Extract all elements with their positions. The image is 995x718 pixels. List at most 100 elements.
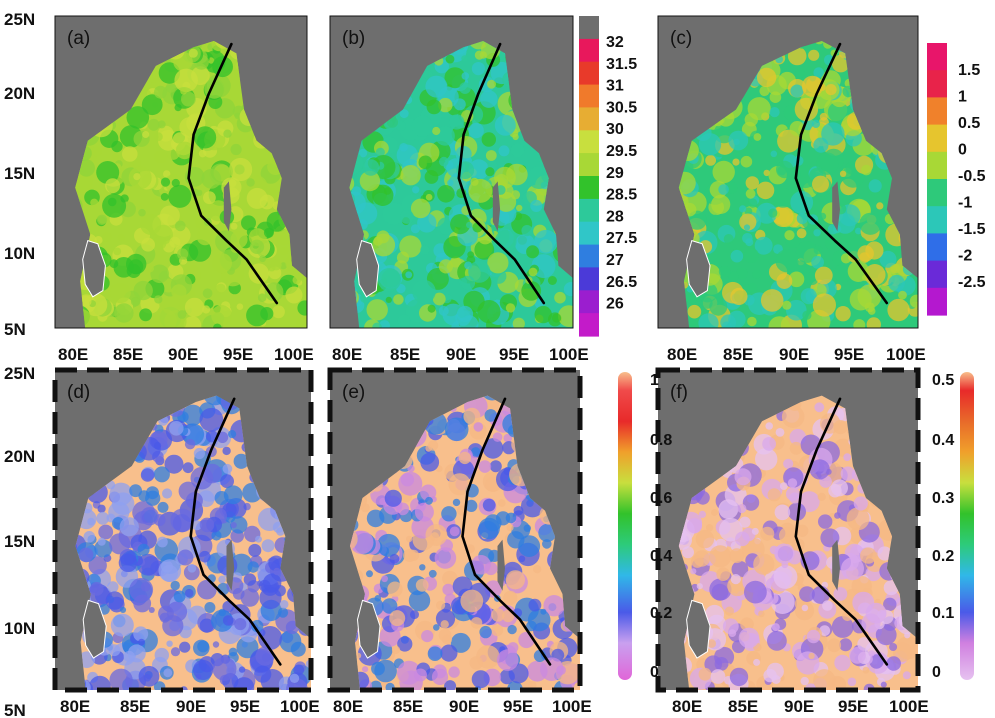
field-blob bbox=[481, 132, 496, 147]
field-blob bbox=[734, 468, 752, 486]
field-blob bbox=[114, 303, 134, 323]
colorbar-label: 27 bbox=[606, 252, 624, 269]
field-blob bbox=[809, 42, 816, 50]
field-blob bbox=[896, 636, 918, 660]
field-blob bbox=[160, 193, 169, 201]
field-blob bbox=[756, 67, 777, 88]
field-blob bbox=[801, 604, 809, 612]
colorbar-label: -1 bbox=[958, 195, 972, 212]
field-blob bbox=[728, 271, 739, 282]
field-blob bbox=[796, 651, 820, 675]
colorbar-f-label: 0 bbox=[932, 664, 941, 681]
field-blob bbox=[447, 179, 454, 186]
field-blob bbox=[157, 536, 168, 548]
lon-tick-100e: 100E bbox=[274, 345, 314, 364]
field-blob bbox=[521, 225, 533, 237]
field-blob bbox=[174, 68, 198, 93]
field-blob bbox=[840, 466, 855, 481]
field-blob bbox=[358, 148, 368, 158]
field-blob bbox=[423, 70, 433, 80]
field-blob bbox=[813, 669, 836, 690]
field-blob bbox=[774, 504, 791, 521]
lat-tick-25n: 25N bbox=[4, 10, 35, 29]
field-blob bbox=[117, 234, 125, 242]
field-blob bbox=[469, 656, 483, 670]
field-blob bbox=[843, 453, 852, 462]
field-blob bbox=[181, 91, 196, 107]
field-blob bbox=[523, 524, 531, 532]
field-blob bbox=[526, 245, 540, 259]
field-blob bbox=[704, 655, 722, 673]
field-blob bbox=[88, 556, 107, 575]
field-blob bbox=[130, 297, 141, 307]
lat-tick-25n: 25N bbox=[4, 364, 35, 383]
field-blob bbox=[208, 95, 223, 109]
field-blob bbox=[212, 641, 220, 648]
field-blob bbox=[264, 282, 284, 302]
field-blob bbox=[249, 239, 265, 254]
field-blob bbox=[743, 224, 751, 231]
lon-tick-80e: 80E bbox=[333, 697, 363, 716]
field-blob bbox=[712, 160, 735, 184]
field-blob bbox=[440, 620, 449, 629]
field-blob bbox=[470, 447, 481, 457]
sri-lanka-land bbox=[686, 599, 711, 659]
lon-tick-90e: 90E bbox=[784, 697, 814, 716]
colorbar-segment bbox=[927, 43, 947, 71]
andaman-islands-land bbox=[223, 181, 232, 232]
cyclone-track-line bbox=[794, 397, 889, 666]
field-blob bbox=[771, 675, 781, 684]
field-blob bbox=[389, 610, 406, 627]
field-blob bbox=[783, 458, 794, 469]
field-blob bbox=[705, 524, 714, 532]
field-blob bbox=[170, 647, 181, 657]
map-panel-f: (f) bbox=[655, 367, 921, 693]
field-blob bbox=[389, 553, 400, 564]
andaman-islands-land bbox=[492, 181, 501, 232]
field-blob bbox=[160, 177, 171, 187]
field-blob bbox=[196, 189, 203, 196]
field-blob bbox=[698, 313, 719, 328]
colorbar-segment bbox=[927, 260, 947, 289]
field-blob bbox=[240, 588, 260, 607]
field-blob bbox=[372, 322, 382, 328]
field-blob bbox=[272, 305, 285, 319]
field-blob bbox=[729, 548, 745, 564]
field-blob bbox=[796, 228, 807, 239]
field-blob bbox=[222, 463, 233, 474]
field-blob bbox=[492, 432, 503, 442]
field-blob bbox=[705, 155, 716, 166]
field-blob bbox=[211, 530, 222, 541]
field-blob bbox=[110, 282, 131, 304]
field-blob bbox=[184, 588, 194, 598]
field-blob bbox=[853, 319, 866, 328]
field-blob bbox=[168, 184, 192, 208]
colorbar-label: 0 bbox=[958, 142, 967, 159]
colorbar-segment bbox=[579, 130, 599, 154]
field-blob bbox=[396, 251, 410, 264]
field-blob bbox=[747, 316, 757, 327]
field-blob bbox=[362, 159, 380, 176]
field-blob bbox=[248, 543, 262, 557]
field-blob bbox=[359, 170, 381, 192]
field-blob bbox=[137, 543, 150, 556]
colorbar-label: -0.5 bbox=[958, 168, 986, 185]
field-blob bbox=[800, 288, 817, 305]
field-blob bbox=[421, 630, 434, 643]
field-blob bbox=[772, 187, 793, 208]
field-blob bbox=[768, 316, 791, 328]
colorbar-segment bbox=[579, 267, 599, 291]
field-blob bbox=[411, 115, 434, 137]
field-blob bbox=[444, 67, 466, 89]
field-blob bbox=[105, 178, 121, 194]
field-blob bbox=[230, 222, 238, 230]
colorbar-segment bbox=[579, 84, 599, 109]
field-blob bbox=[415, 578, 429, 592]
field-blob bbox=[397, 636, 413, 652]
field-blob bbox=[157, 120, 166, 129]
field-blob bbox=[687, 304, 702, 319]
field-blob bbox=[268, 555, 284, 572]
field-blob bbox=[162, 615, 184, 637]
field-blob bbox=[723, 234, 734, 244]
field-blob bbox=[459, 315, 479, 328]
